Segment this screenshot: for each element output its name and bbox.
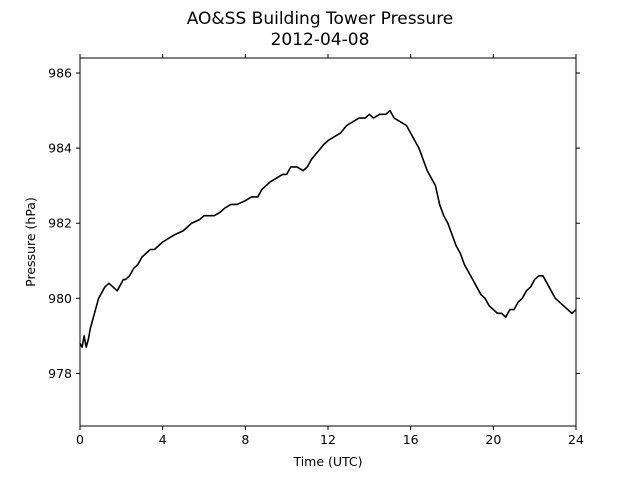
plot-area	[80, 58, 576, 426]
x-tick-label: 12	[320, 432, 336, 447]
y-tick-label: 978	[48, 366, 72, 381]
series-line-pressure	[79, 109, 577, 348]
x-tick-label: 24	[568, 432, 584, 447]
y-tick-label: 980	[48, 291, 72, 306]
chart-subtitle: 2012-04-08	[271, 30, 370, 50]
y-tick-label: 984	[48, 141, 72, 156]
y-axis-label: Pressure (hPa)	[23, 197, 38, 287]
x-tick-label: 8	[241, 432, 249, 447]
chart-title: AO&SS Building Tower Pressure	[187, 9, 454, 29]
axis-ticks: 0 4 8 12 16 20 24 978 980 982 984 986	[48, 54, 584, 447]
y-tick-label: 986	[48, 66, 72, 81]
x-tick-label: 16	[403, 432, 419, 447]
x-axis-label: Time (UTC)	[292, 454, 362, 469]
x-tick-label: 4	[159, 432, 167, 447]
plot-frame	[79, 57, 577, 427]
x-tick-label: 0	[76, 432, 84, 447]
x-tick-label: 20	[485, 432, 501, 447]
y-tick-label: 982	[48, 216, 72, 231]
